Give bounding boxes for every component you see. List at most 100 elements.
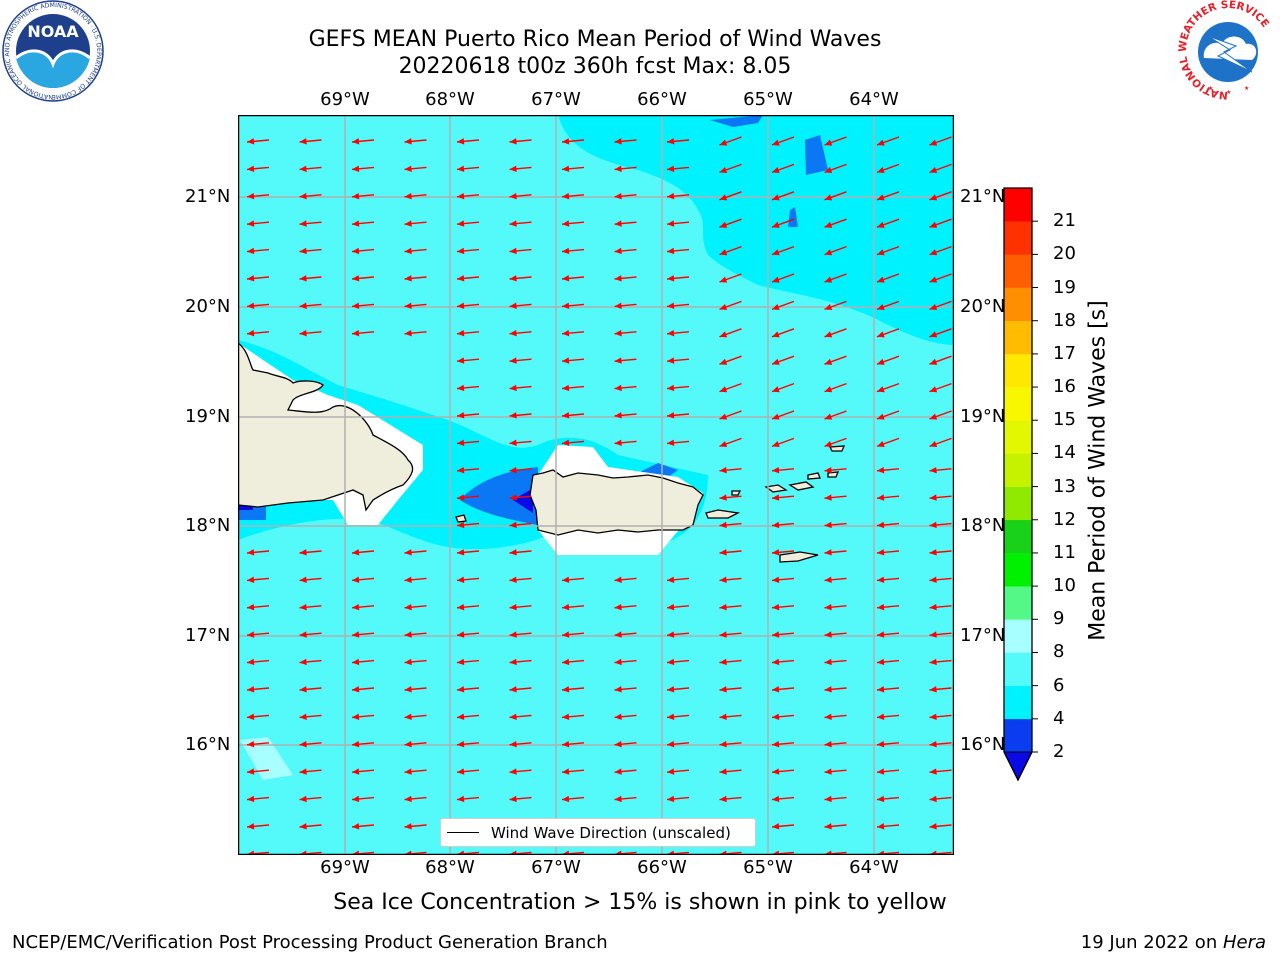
wind-wave-arrow — [824, 437, 847, 448]
lon-label-top: 67°W — [531, 89, 581, 110]
lon-label-top: 68°W — [425, 89, 475, 110]
wind-wave-arrow — [456, 713, 480, 720]
wind-wave-arrow — [351, 549, 375, 556]
colorbar-segment — [1004, 718, 1032, 753]
lon-label-bottom: 65°W — [743, 857, 793, 878]
wind-wave-arrow — [666, 220, 690, 227]
wind-wave-arrow — [404, 302, 427, 309]
wind-wave-arrow — [561, 768, 585, 775]
wind-wave-arrow — [456, 329, 480, 337]
colorbar-tick-label: 11 — [1053, 541, 1076, 563]
wind-wave-arrow — [666, 576, 690, 583]
colorbar-segment — [1004, 353, 1032, 388]
colorbar-tick-label: 15 — [1053, 409, 1076, 431]
noaa-logo: NATIONAL OCEANIC AND ATMOSPHERIC ADMINIS… — [2, 0, 104, 102]
wind-wave-arrow — [824, 631, 847, 638]
wind-wave-arrow — [876, 466, 900, 474]
wind-wave-arrow — [299, 549, 322, 556]
wind-wave-arrow — [824, 686, 847, 693]
wind-wave-arrow — [299, 576, 322, 583]
wind-wave-arrow — [929, 382, 952, 393]
wind-wave-arrow — [509, 521, 532, 529]
wind-wave-arrow — [456, 302, 480, 309]
wind-wave-arrow — [404, 329, 427, 337]
wind-wave-arrow — [771, 686, 795, 693]
colorbar-tick-label: 12 — [1053, 508, 1076, 530]
wind-wave-arrow — [404, 247, 427, 255]
wind-wave-arrow — [561, 686, 585, 693]
wind-wave-arrow — [509, 658, 532, 666]
wind-wave-arrow — [771, 382, 795, 393]
wind-wave-arrow — [824, 494, 847, 501]
wind-wave-arrow — [561, 740, 585, 748]
wind-wave-arrow — [824, 382, 847, 393]
wind-wave-arrow — [614, 576, 637, 583]
nws-logo: NATIONAL WEATHER SERVICE ★ ★ ★ — [1178, 0, 1276, 100]
wind-wave-arrow — [509, 439, 532, 446]
wind-wave-arrow — [246, 275, 270, 282]
colorbar-tick-label: 19 — [1053, 276, 1076, 298]
lat-label-right: 17°N — [960, 625, 1006, 646]
wind-wave-arrow — [719, 382, 742, 393]
wind-wave-arrow — [771, 136, 795, 146]
wind-wave-arrow — [666, 412, 690, 419]
colorbar-tick-label: 10 — [1053, 575, 1076, 597]
wind-wave-arrow — [719, 768, 742, 775]
wind-wave-arrow — [561, 247, 585, 255]
lat-label-right: 19°N — [960, 406, 1006, 427]
colorbar — [1003, 187, 1038, 782]
wind-wave-arrow — [666, 658, 690, 666]
wind-wave-arrow — [561, 329, 585, 337]
svg-text:★: ★ — [1208, 85, 1213, 92]
land-hispaniola — [238, 342, 414, 512]
wind-wave-arrow — [929, 300, 952, 311]
wind-wave-arrow — [404, 576, 427, 583]
land-virgin-islands-3 — [788, 481, 815, 491]
wind-wave-arrow — [351, 823, 375, 830]
wind-wave-arrow — [876, 273, 900, 283]
wind-wave-arrow — [614, 384, 637, 392]
wind-wave-arrow — [824, 603, 847, 611]
wind-wave-arrow — [509, 795, 532, 803]
wind-wave-arrow — [876, 437, 900, 448]
lat-label-left: 21°N — [185, 186, 231, 207]
sea-ice-note: Sea Ice Concentration > 15% is shown in … — [333, 890, 947, 915]
wind-wave-arrow — [299, 823, 322, 830]
colorbar-segment — [1004, 420, 1032, 454]
wind-wave-arrow — [771, 795, 795, 803]
wind-wave-arrow — [509, 357, 532, 364]
wind-wave-arrow — [929, 631, 952, 638]
wind-wave-arrow — [509, 412, 532, 419]
wind-wave-arrow — [771, 658, 795, 666]
wind-wave-arrow — [509, 631, 532, 638]
colorbar-tick-label: 8 — [1053, 641, 1065, 663]
colorbar-tick-label: 17 — [1053, 342, 1076, 364]
svg-text:★: ★ — [1244, 85, 1249, 92]
wind-wave-arrow — [719, 355, 742, 365]
wind-wave-arrow — [561, 357, 585, 364]
wind-wave-arrow — [509, 192, 532, 200]
wind-wave-arrow — [929, 658, 952, 666]
wind-wave-arrow — [246, 165, 270, 172]
lon-label-bottom: 67°W — [531, 857, 581, 878]
wind-wave-arrow — [929, 437, 952, 448]
wind-wave-arrow — [771, 328, 795, 338]
wind-wave-arrow — [614, 412, 637, 419]
wind-wave-arrow — [771, 740, 795, 748]
wind-wave-arrow — [456, 220, 480, 227]
wind-wave-arrow — [614, 603, 637, 611]
wind-wave-arrow — [509, 247, 532, 255]
wind-wave-arrow — [929, 245, 952, 256]
wind-wave-arrow — [509, 275, 532, 282]
wind-wave-arrow — [666, 329, 690, 337]
wind-wave-arrow — [456, 686, 480, 693]
wind-wave-arrow — [876, 300, 900, 311]
wind-wave-arrow — [929, 795, 952, 803]
wind-wave-arrow — [876, 823, 900, 830]
wind-wave-arrow — [456, 576, 480, 583]
wind-wave-arrow — [824, 658, 847, 666]
wind-wave-arrow — [876, 191, 900, 201]
wind-wave-arrow — [456, 494, 480, 501]
colorbar-segment — [1004, 586, 1032, 620]
legend: Wind Wave Direction (unscaled) — [440, 818, 756, 847]
